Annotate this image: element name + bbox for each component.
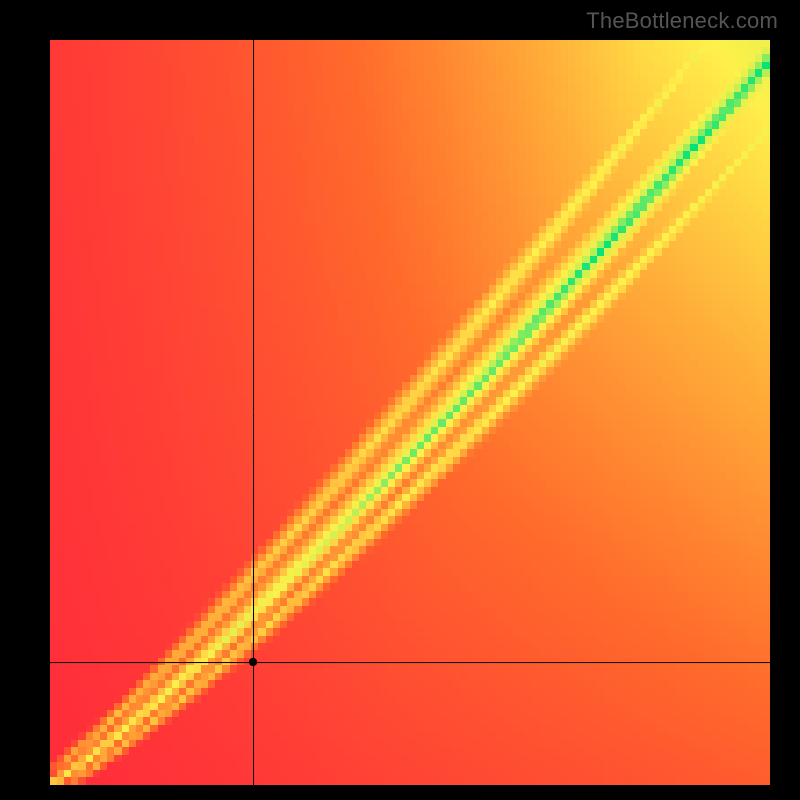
watermark-label: TheBottleneck.com	[586, 8, 778, 34]
bottleneck-heatmap	[50, 40, 770, 785]
